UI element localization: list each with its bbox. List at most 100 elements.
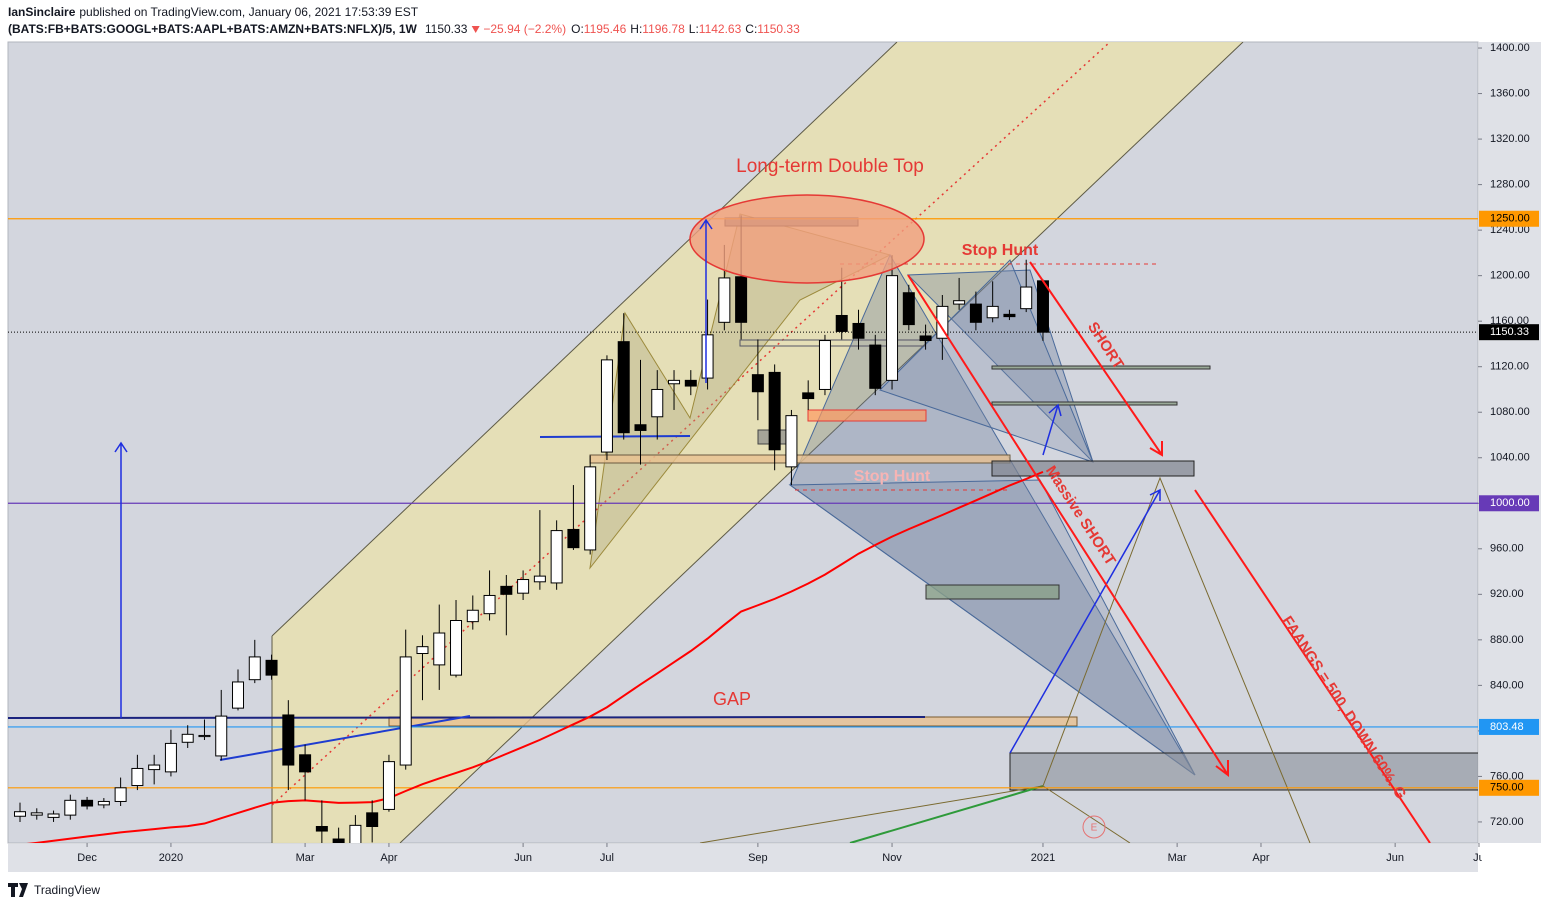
- candle-body: [751, 374, 764, 393]
- candle-body: [332, 838, 345, 843]
- legend-line: (BATS:FB+BATS:GOOGL+BATS:AAPL+BATS:AMZN+…: [8, 22, 800, 36]
- trend-line: [219, 715, 471, 761]
- candle-body: [450, 620, 463, 676]
- candle-body: [617, 341, 630, 434]
- candle-body: [517, 579, 530, 594]
- candle-body: [701, 334, 714, 379]
- price-tag: [1479, 495, 1539, 512]
- y-tick-label: 880.00: [1490, 634, 1524, 646]
- symbol: (BATS:FB+BATS:GOOGL+BATS:AAPL+BATS:AMZN+…: [8, 22, 418, 36]
- y-tick-label: 1400.00: [1490, 42, 1530, 54]
- trend-line: [699, 785, 1044, 843]
- y-tick-label: 760.00: [1490, 770, 1524, 782]
- ohlc-label: C:: [745, 22, 757, 36]
- candle-body: [768, 371, 781, 451]
- candle-body: [852, 322, 865, 339]
- x-tick-label: Jun: [1386, 852, 1404, 864]
- arrows-red: [907, 261, 1431, 843]
- moving-average: [26, 470, 1044, 843]
- trend-line: [539, 435, 691, 438]
- ohlc-value: 1150.33: [757, 22, 800, 36]
- candle-body: [584, 466, 597, 551]
- x-tick-label: Sep: [748, 852, 768, 864]
- candle-body: [919, 335, 932, 342]
- candle-body: [902, 292, 915, 326]
- candle-body: [366, 812, 379, 827]
- candle-body: [232, 681, 245, 709]
- price-tag: [1479, 210, 1539, 227]
- zone: [589, 454, 1011, 464]
- candle-body: [114, 787, 127, 802]
- candle-body: [600, 359, 613, 453]
- annotation: Long-term Double Top: [736, 156, 924, 177]
- candle-body: [936, 305, 949, 339]
- price-tag-label: 1150.33: [1490, 326, 1529, 338]
- zone: [1009, 752, 1478, 791]
- candle-body: [399, 656, 412, 766]
- candle-body: [81, 799, 94, 807]
- ohlc-label: H:: [630, 22, 642, 36]
- trend-line: [1042, 476, 1311, 843]
- candle-body: [567, 528, 580, 549]
- y-tick-label: 1080.00: [1490, 406, 1530, 418]
- y-tick-label: 920.00: [1490, 588, 1524, 600]
- trend-line: [849, 785, 1044, 843]
- price-tag: [1479, 718, 1539, 735]
- price-tag-label: 750.00: [1490, 782, 1524, 794]
- y-tick-label: 1160.00: [1490, 315, 1529, 327]
- candle-body: [164, 742, 177, 773]
- author: IanSinclaire: [8, 5, 76, 19]
- y-tick-label: 1040.00: [1490, 452, 1530, 464]
- y-tick-label: 1240.00: [1490, 224, 1530, 236]
- zone: [925, 584, 1060, 600]
- candle-body: [886, 275, 899, 381]
- candle-body: [64, 799, 77, 816]
- candle-body: [483, 594, 496, 615]
- candle-body: [785, 415, 798, 468]
- last-price: 1150.33: [425, 22, 468, 36]
- x-axis: Dec 2020 Mar Apr Jun Jul Sep Nov 2021 Mar Apr Jun Ju: [77, 843, 1485, 864]
- down-icon: [471, 26, 480, 33]
- candle-body: [433, 632, 446, 666]
- y-tick-label: 1320.00: [1490, 133, 1530, 145]
- x-tick-label: Dec: [77, 852, 97, 864]
- candle-body: [14, 811, 26, 817]
- price-tags: 1250.00 1000.00 803.48 750.00 1150.33: [1479, 210, 1539, 796]
- zone: [807, 409, 927, 422]
- candle-body: [97, 800, 110, 806]
- candle-body: [550, 530, 563, 584]
- x-tick-label: Apr: [380, 852, 397, 864]
- candle-body: [651, 388, 664, 418]
- x-tick-label: Apr: [1252, 852, 1269, 864]
- footer: TradingView: [8, 883, 100, 897]
- candle-body: [953, 300, 966, 305]
- ohlc-label: O:: [571, 22, 584, 36]
- x-tick-label: Nov: [882, 852, 902, 864]
- candle-body: [533, 575, 546, 583]
- y-tick-label: 1360.00: [1490, 87, 1530, 99]
- candle-body: [265, 659, 278, 676]
- zone: [991, 401, 1178, 406]
- candle-body: [349, 824, 362, 843]
- candle-body: [835, 314, 848, 332]
- candle-body: [215, 715, 228, 757]
- logo: [8, 883, 28, 897]
- ohlc-value: 1142.63: [699, 22, 742, 36]
- arrows-blue: [114, 218, 1161, 754]
- candle-body: [634, 424, 647, 431]
- price-tag-label: 1000.00: [1490, 497, 1530, 509]
- header-line: IanSinclaire published on TradingView.com…: [8, 5, 419, 19]
- candle-body: [30, 812, 43, 816]
- candle-body: [1003, 313, 1016, 318]
- x-tick-label: Mar: [1168, 852, 1187, 864]
- x-tick-label: Ju: [1473, 852, 1485, 864]
- candle-body: [735, 276, 748, 323]
- channel-edge: [399, 42, 1244, 843]
- zone: [991, 460, 1195, 477]
- candle-body: [684, 379, 697, 387]
- trend-line: [1042, 785, 1131, 843]
- candle-body: [148, 764, 161, 771]
- x-tick-label: Mar: [296, 852, 315, 864]
- candle-body: [818, 340, 831, 390]
